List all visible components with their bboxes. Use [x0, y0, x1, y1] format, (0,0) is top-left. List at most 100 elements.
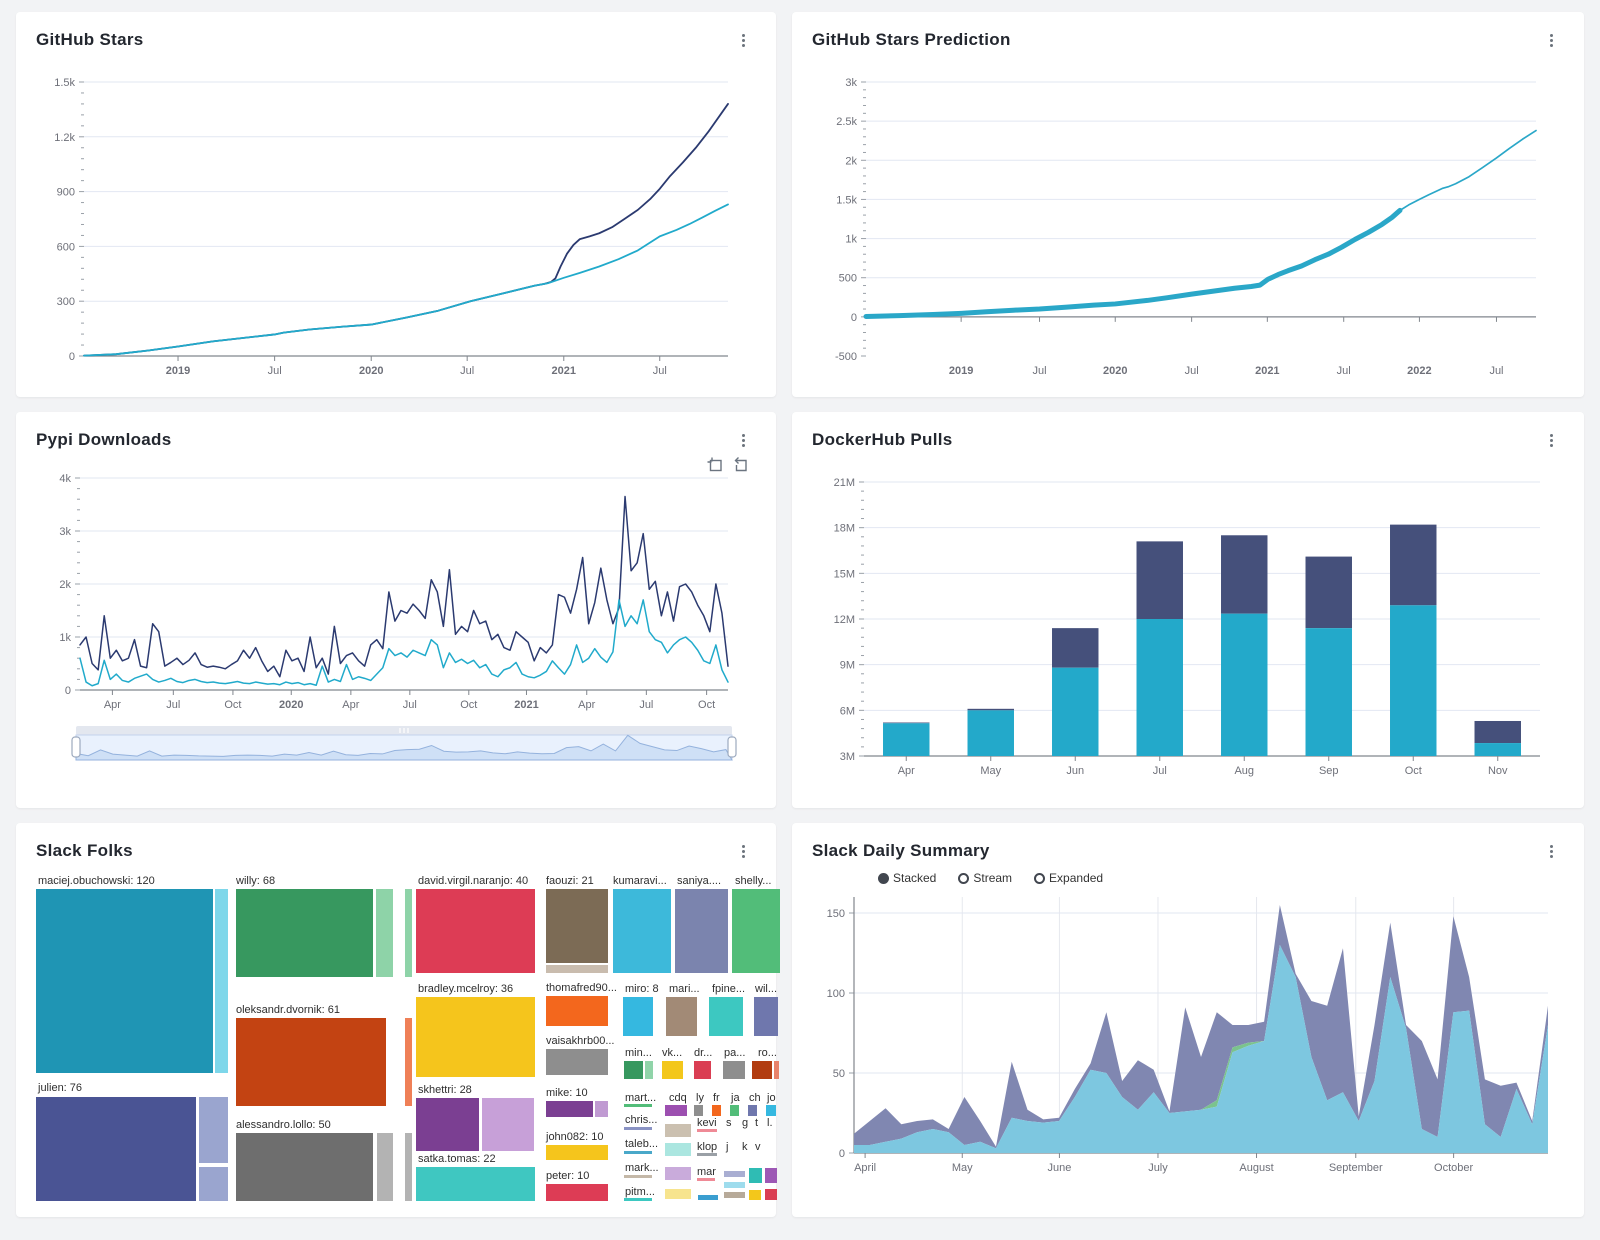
treemap-cell[interactable] — [723, 1061, 745, 1079]
legend-item-stacked[interactable]: Stacked — [878, 871, 936, 885]
treemap-cell[interactable] — [732, 889, 780, 973]
treemap-cell[interactable] — [546, 1049, 608, 1075]
treemap-cell[interactable] — [730, 1105, 739, 1116]
legend-item-stream[interactable]: Stream — [958, 871, 1012, 885]
treemap-cell[interactable] — [698, 1195, 718, 1200]
treemap-cell[interactable] — [546, 1184, 608, 1201]
treemap-cell[interactable] — [765, 1168, 777, 1183]
zoom-select-icon[interactable] — [706, 456, 723, 478]
svg-text:15M: 15M — [834, 568, 855, 580]
treemap-cell[interactable] — [623, 997, 653, 1036]
treemap-cell[interactable] — [405, 1133, 412, 1201]
treemap-cell[interactable] — [405, 889, 412, 977]
treemap-cell[interactable] — [546, 996, 608, 1026]
svg-text:21M: 21M — [834, 477, 855, 489]
treemap-cell[interactable] — [665, 1124, 691, 1137]
treemap-cell-sliver[interactable] — [624, 1127, 652, 1130]
treemap-cell[interactable] — [694, 1061, 711, 1079]
svg-text:Jul: Jul — [268, 365, 282, 377]
svg-text:Aug: Aug — [1234, 765, 1254, 777]
treemap-cell[interactable] — [416, 1098, 479, 1151]
treemap-label: chris... — [625, 1114, 658, 1126]
treemap-cell[interactable] — [749, 1168, 762, 1183]
svg-text:4k: 4k — [59, 473, 71, 485]
treemap-cell[interactable] — [546, 1101, 593, 1117]
treemap-cell[interactable] — [546, 965, 608, 973]
treemap-cell[interactable] — [754, 997, 778, 1036]
svg-text:Jul: Jul — [460, 365, 474, 377]
treemap-cell-sliver[interactable] — [697, 1153, 717, 1156]
treemap-cell[interactable] — [36, 889, 213, 1073]
treemap-cell[interactable] — [752, 1061, 772, 1079]
treemap-cell-sliver[interactable] — [697, 1178, 715, 1181]
treemap-cell[interactable] — [416, 1167, 535, 1201]
treemap-cell[interactable] — [236, 889, 373, 977]
legend-item-expanded[interactable]: Expanded — [1034, 871, 1103, 885]
treemap-cell[interactable] — [215, 889, 228, 1073]
more-menu-icon[interactable] — [1542, 841, 1560, 861]
more-menu-icon[interactable] — [1542, 30, 1560, 50]
treemap-cell[interactable] — [694, 1105, 703, 1116]
treemap-cell-sliver[interactable] — [624, 1151, 652, 1154]
treemap-cell[interactable] — [416, 889, 535, 973]
treemap-cell[interactable] — [546, 1145, 608, 1160]
more-menu-icon[interactable] — [1542, 430, 1560, 450]
more-menu-icon[interactable] — [734, 30, 752, 50]
treemap-cell[interactable] — [199, 1167, 228, 1201]
treemap-cell[interactable] — [236, 1018, 386, 1106]
treemap-cell[interactable] — [665, 1105, 687, 1116]
treemap-label: faouzi: 21 — [546, 875, 594, 887]
svg-text:2020: 2020 — [359, 365, 383, 377]
treemap-cell[interactable] — [666, 997, 697, 1036]
treemap-cell[interactable] — [724, 1192, 745, 1198]
svg-text:Jul: Jul — [166, 699, 180, 711]
treemap-cell-sliver[interactable] — [697, 1129, 717, 1132]
datazoom-slider[interactable] — [24, 722, 768, 764]
treemap-cell-sliver[interactable] — [624, 1198, 652, 1201]
treemap-cell[interactable] — [665, 1143, 691, 1156]
treemap-cell[interactable] — [724, 1171, 745, 1177]
chart-legend: Stacked Stream Expanded — [878, 871, 1576, 885]
card-github-stars: GitHub Stars 0 300 600 900 1.2k 1.5k 2019 Jul 20… — [16, 12, 776, 397]
treemap-cell[interactable] — [765, 1189, 777, 1200]
treemap-cell[interactable] — [416, 997, 535, 1077]
treemap-cell[interactable] — [662, 1061, 683, 1079]
treemap-label: pitm... — [625, 1186, 655, 1198]
treemap-cell-sliver[interactable] — [624, 1175, 652, 1178]
more-menu-icon[interactable] — [734, 841, 752, 861]
treemap-cell[interactable] — [766, 1105, 776, 1116]
treemap-cell[interactable] — [482, 1098, 534, 1151]
treemap-cell[interactable] — [595, 1101, 608, 1117]
treemap-cell[interactable] — [665, 1189, 691, 1199]
svg-text:12M: 12M — [834, 614, 855, 626]
treemap-cell[interactable] — [377, 1133, 393, 1201]
treemap-label: v — [755, 1141, 761, 1153]
treemap-cell[interactable] — [546, 889, 608, 963]
treemap-cell[interactable] — [665, 1167, 691, 1180]
treemap-cell[interactable] — [645, 1061, 653, 1079]
treemap-cell[interactable] — [376, 889, 393, 977]
zoom-reset-icon[interactable] — [733, 456, 750, 478]
treemap-cell[interactable] — [774, 1061, 779, 1079]
treemap-cell[interactable] — [709, 997, 743, 1036]
treemap-cell[interactable] — [675, 889, 728, 973]
treemap-cell[interactable] — [405, 1018, 412, 1106]
svg-text:Jul: Jul — [653, 365, 667, 377]
treemap-cell[interactable] — [36, 1097, 196, 1201]
treemap-cell[interactable] — [749, 1190, 761, 1200]
more-menu-icon[interactable] — [734, 430, 752, 450]
svg-text:2021: 2021 — [1255, 365, 1279, 377]
treemap-cell[interactable] — [613, 889, 671, 973]
treemap-cell[interactable] — [724, 1182, 745, 1188]
treemap-label: jo — [767, 1092, 776, 1104]
treemap-cell[interactable] — [748, 1105, 757, 1116]
treemap-cell[interactable] — [236, 1133, 373, 1201]
treemap-cell[interactable] — [712, 1105, 721, 1116]
treemap-cell-sliver[interactable] — [624, 1104, 652, 1107]
dashboard-grid: GitHub Stars 0 300 600 900 1.2k 1.5k 2019 Jul 20… — [16, 12, 1584, 1217]
svg-text:2021: 2021 — [552, 365, 576, 377]
treemap-cell[interactable] — [199, 1097, 228, 1163]
svg-text:June: June — [1047, 1162, 1071, 1174]
slack-folks-treemap: maciej.obuchowski: 120 julien: 76 willy: 6… — [36, 871, 780, 1201]
treemap-cell[interactable] — [624, 1061, 643, 1079]
